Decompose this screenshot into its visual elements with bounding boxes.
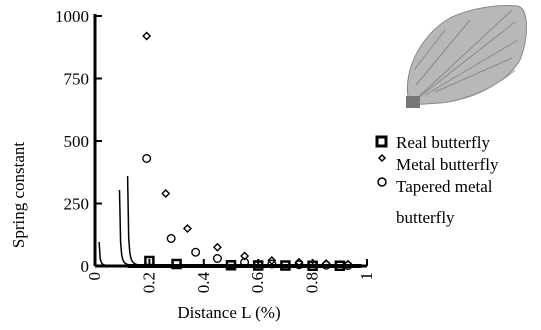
point-real-butterfly [171, 258, 182, 270]
point-tapered-butterfly [166, 233, 176, 243]
y-tick-label: 0 [81, 257, 90, 276]
legend-marker-real [375, 135, 388, 148]
point-real-butterfly [144, 255, 155, 267]
point-real-butterfly [280, 260, 291, 271]
point-metal-butterfly [267, 256, 277, 265]
x-tick-label: 0.6 [248, 272, 267, 293]
legend-label-tapered-1: Tapered metal [396, 177, 493, 196]
curve-near [118, 189, 361, 267]
point-real-butterfly [225, 260, 237, 271]
point-metal-butterfly [142, 31, 152, 41]
point-tapered-butterfly [142, 153, 152, 163]
point-tapered-butterfly [343, 261, 353, 271]
point-real-butterfly [307, 260, 318, 271]
axes [93, 14, 367, 268]
x-axis-label: Distance L (%) [177, 303, 280, 322]
x-tick-label: 1 [357, 272, 376, 281]
point-tapered-butterfly [191, 247, 201, 257]
point-tapered-butterfly [267, 259, 277, 269]
y-ticks: 0 250 500 750 1000 [55, 7, 102, 276]
x-ticks: 0 0.2 0.4 0.6 0.8 1 [85, 259, 376, 293]
y-tick-label: 500 [64, 132, 90, 151]
point-metal-butterfly [182, 224, 192, 233]
y-tick-label: 1000 [55, 7, 89, 26]
y-tick-label: 750 [64, 70, 90, 89]
fitted-curves [98, 175, 362, 268]
point-metal-butterfly [161, 189, 171, 198]
y-axis-label: Spring constant [9, 142, 28, 249]
legend-label-tapered-2: butterfly [396, 208, 455, 227]
point-tapered-butterfly [240, 257, 250, 267]
legend: Real butterfly Metal butterfly Tapered m… [375, 133, 499, 227]
x-tick-label: 0.8 [303, 272, 322, 293]
point-tapered-butterfly [212, 253, 222, 263]
data-markers [142, 31, 353, 271]
point-real-butterfly [252, 260, 264, 271]
x-tick-label: 0.4 [194, 272, 213, 294]
point-metal-butterfly [240, 251, 250, 261]
butterfly-wing-image [406, 5, 527, 108]
legend-label-real: Real butterfly [396, 133, 490, 152]
legend-label-metal: Metal butterfly [396, 155, 499, 174]
legend-marker-metal [377, 153, 387, 163]
point-tapered-butterfly [321, 260, 331, 270]
x-tick-label: 0 [85, 272, 104, 281]
y-tick-label: 250 [64, 195, 90, 214]
point-tapered-butterfly [294, 260, 304, 270]
point-metal-butterfly [212, 242, 222, 252]
x-tick-label: 0.2 [139, 272, 158, 293]
legend-marker-tapered [377, 177, 387, 187]
